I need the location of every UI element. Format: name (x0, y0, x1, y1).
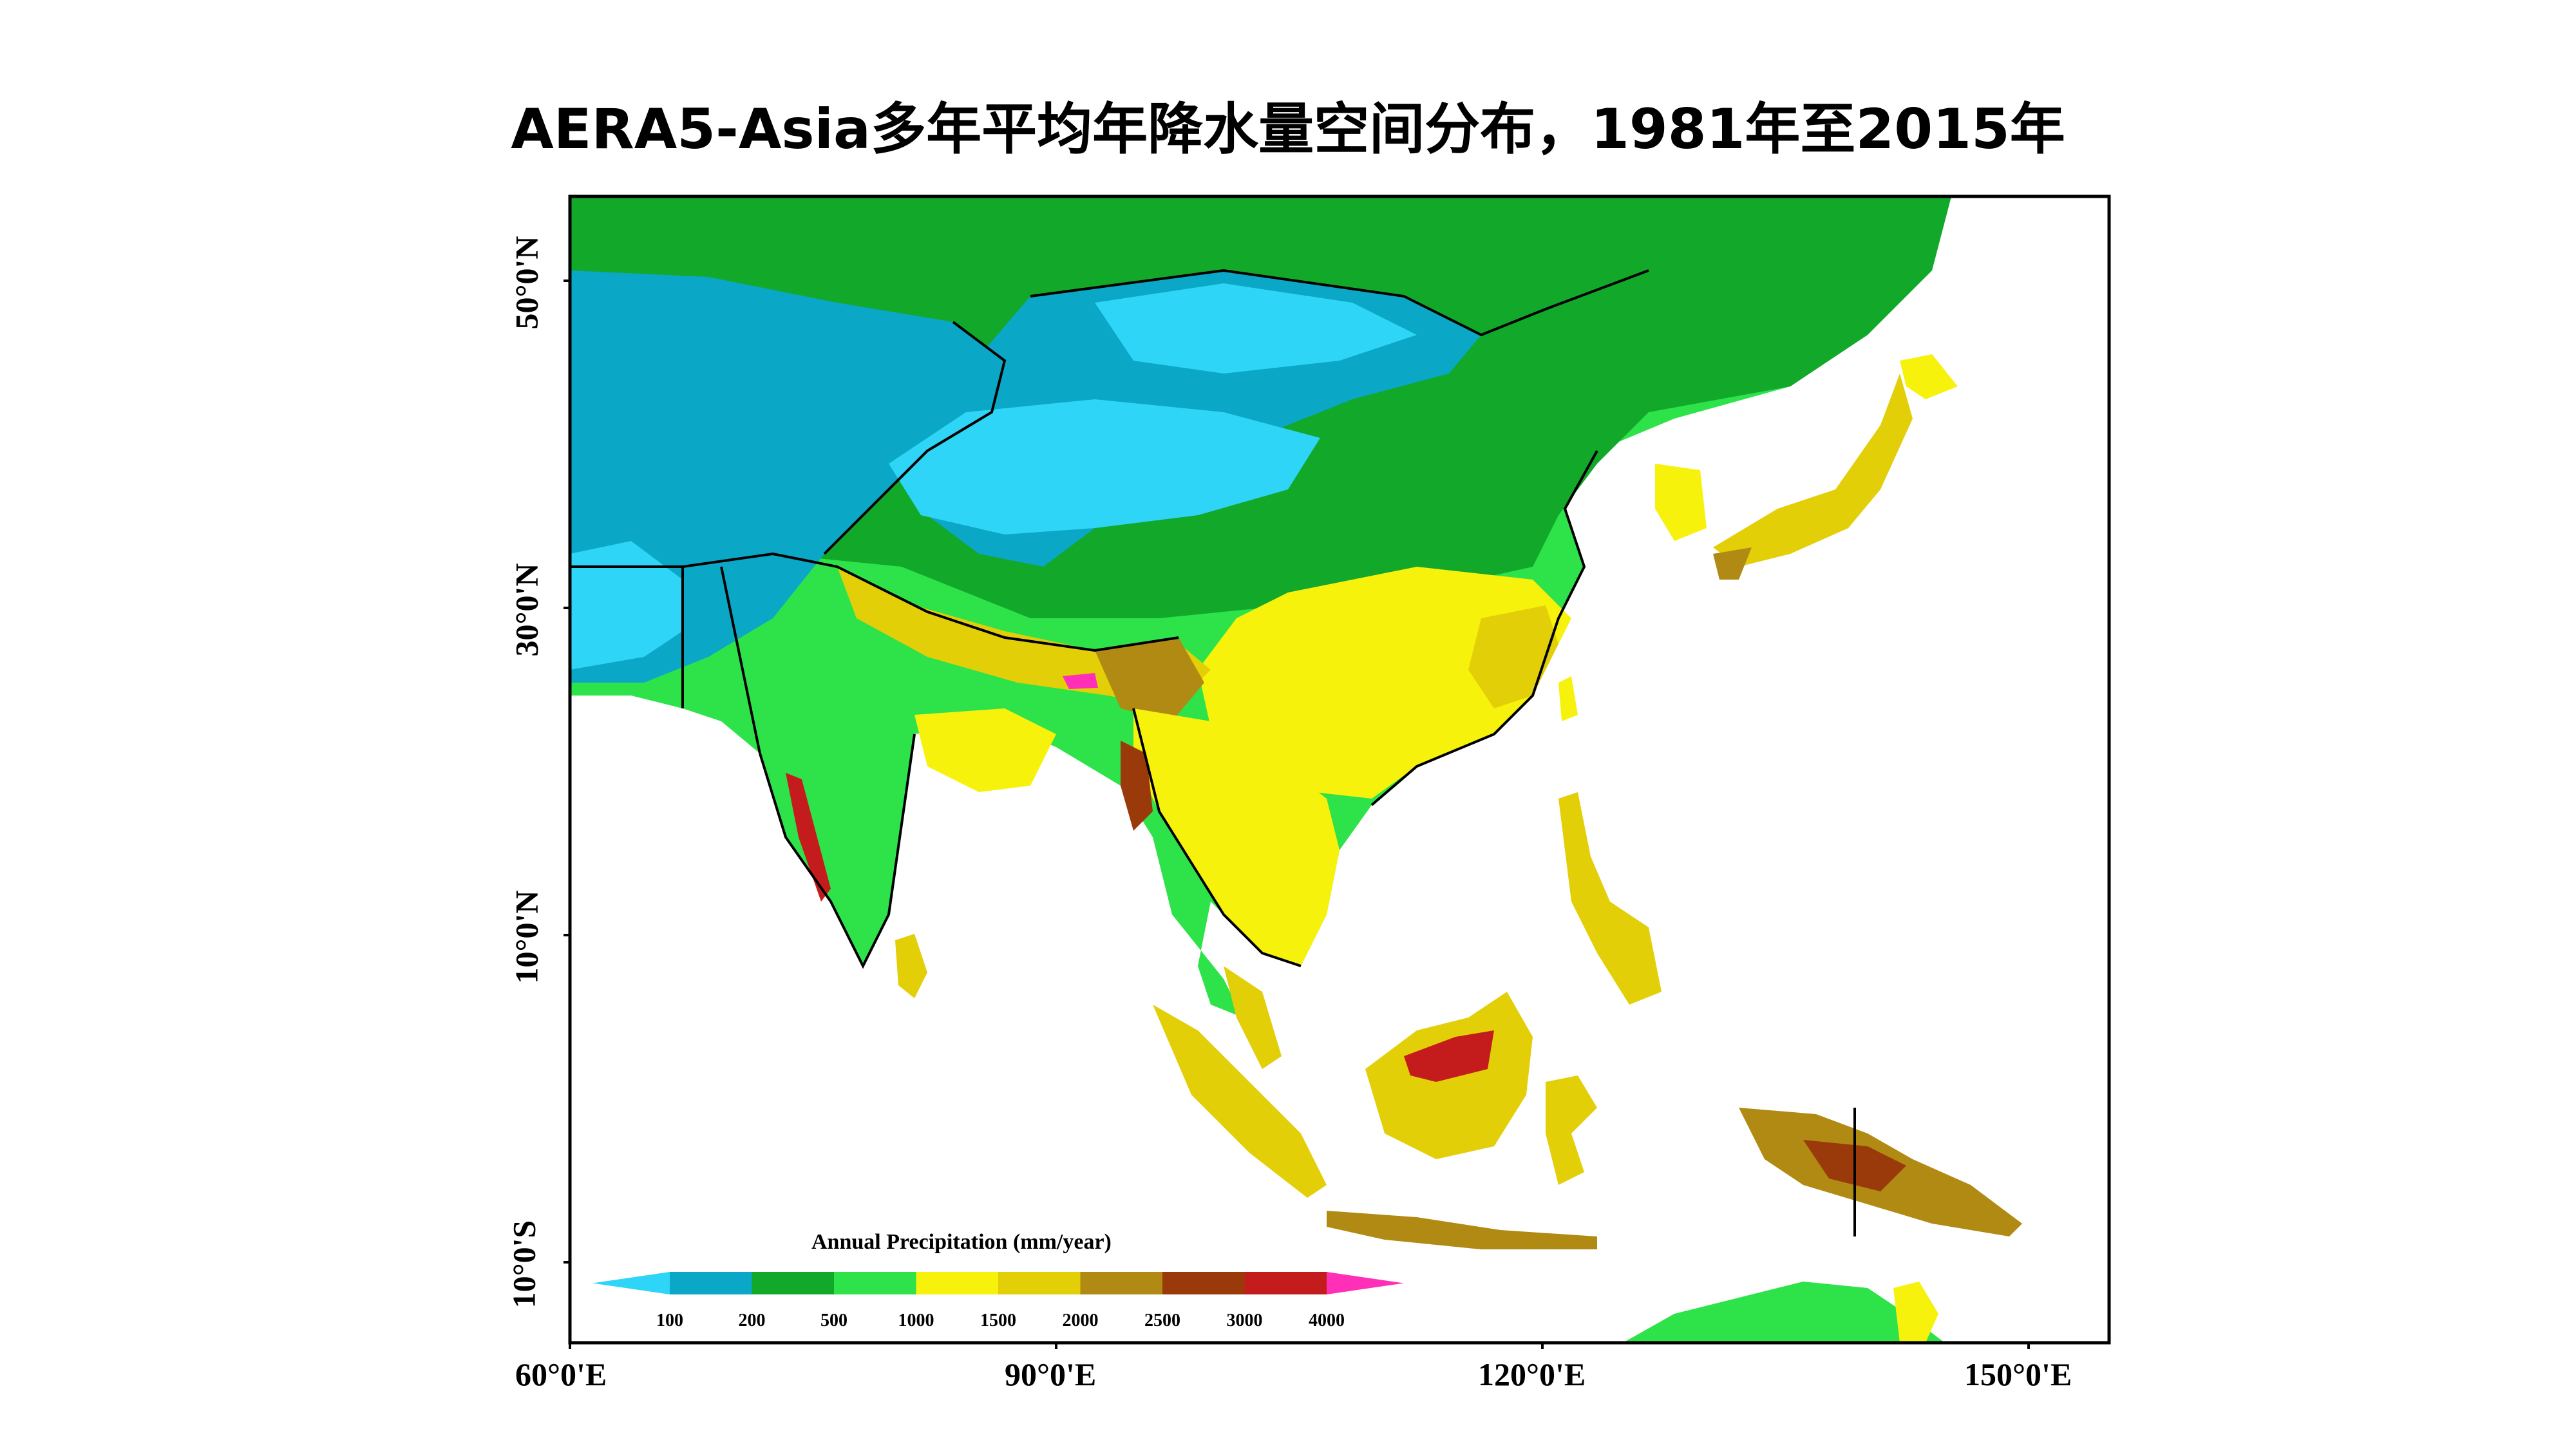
region-ne-india-wet (1095, 638, 1204, 721)
legend-swatch (998, 1272, 1081, 1294)
legend-value-label: 1500 (980, 1311, 1016, 1331)
legend-colorbar (592, 1272, 1404, 1294)
region-australia-north (1623, 1282, 1945, 1343)
region-java (1327, 1211, 1597, 1249)
region-philippines (1558, 792, 1662, 1005)
legend-title: Annual Precipitation (mm/year) (811, 1230, 1112, 1254)
legend-value-label: 200 (738, 1311, 766, 1331)
lat-tick-50n: 50°0'N (508, 236, 545, 330)
lon-tick-150e: 150°0'E (1964, 1356, 2072, 1392)
lon-tick-90e: 90°0'E (1005, 1356, 1097, 1392)
lon-tick-60e: 60°0'E (515, 1356, 607, 1392)
lat-tick-10n: 10°0'N (508, 890, 545, 984)
country-borders (570, 269, 1856, 1236)
region-gobi-core (1095, 283, 1417, 374)
region-sri-lanka (895, 934, 927, 998)
legend-swatch (916, 1272, 999, 1294)
legend-swatch (752, 1272, 835, 1294)
legend-value-label: 500 (820, 1311, 848, 1331)
region-western-ghats (786, 773, 831, 902)
legend-value-label: 3000 (1226, 1311, 1263, 1331)
region-iran-desert (570, 541, 683, 670)
region-east-india (914, 708, 1056, 792)
lat-tick-10s: 10°0'S (506, 1220, 542, 1309)
map-border (568, 194, 2111, 1345)
region-cherrapunji (1063, 673, 1098, 689)
map-title: AERA5-Asia多年平均年降水量空间分布，1981年至2015年 (511, 97, 2065, 162)
lon-tick-120e: 120°0'E (1478, 1356, 1586, 1392)
region-japan (1713, 374, 1913, 567)
region-malay-peninsula (1224, 966, 1282, 1069)
region-sumatra (1153, 1005, 1327, 1198)
legend-swatch (1244, 1272, 1327, 1294)
region-japan-wet (1713, 547, 1752, 580)
region-hokkaido (1900, 354, 1958, 399)
legend-swatch (1162, 1272, 1245, 1294)
legend-value-label: 1000 (898, 1311, 934, 1331)
legend-swatch (670, 1272, 752, 1294)
legend-value-label: 4000 (1309, 1311, 1345, 1331)
legend-swatch (1080, 1272, 1163, 1294)
region-korea (1655, 464, 1707, 541)
legend-arrow-high (1327, 1272, 1404, 1294)
region-indochina (1133, 708, 1340, 966)
lat-tick-30n: 30°0'N (508, 563, 545, 657)
region-australia-top (1893, 1282, 1938, 1343)
legend-value-label: 2500 (1144, 1311, 1180, 1331)
legend-value-label: 2000 (1062, 1311, 1099, 1331)
axis-ticks (564, 279, 2030, 1349)
legend-arrow-low (592, 1272, 670, 1294)
legend-swatch (834, 1272, 916, 1294)
region-borneo-wet (1404, 1030, 1494, 1082)
legend-value-label: 100 (656, 1311, 683, 1331)
region-taklamakan (889, 399, 1320, 535)
region-myanmar-coast (1121, 741, 1153, 831)
region-taiwan (1558, 676, 1578, 721)
region-sulawesi (1546, 1075, 1597, 1185)
